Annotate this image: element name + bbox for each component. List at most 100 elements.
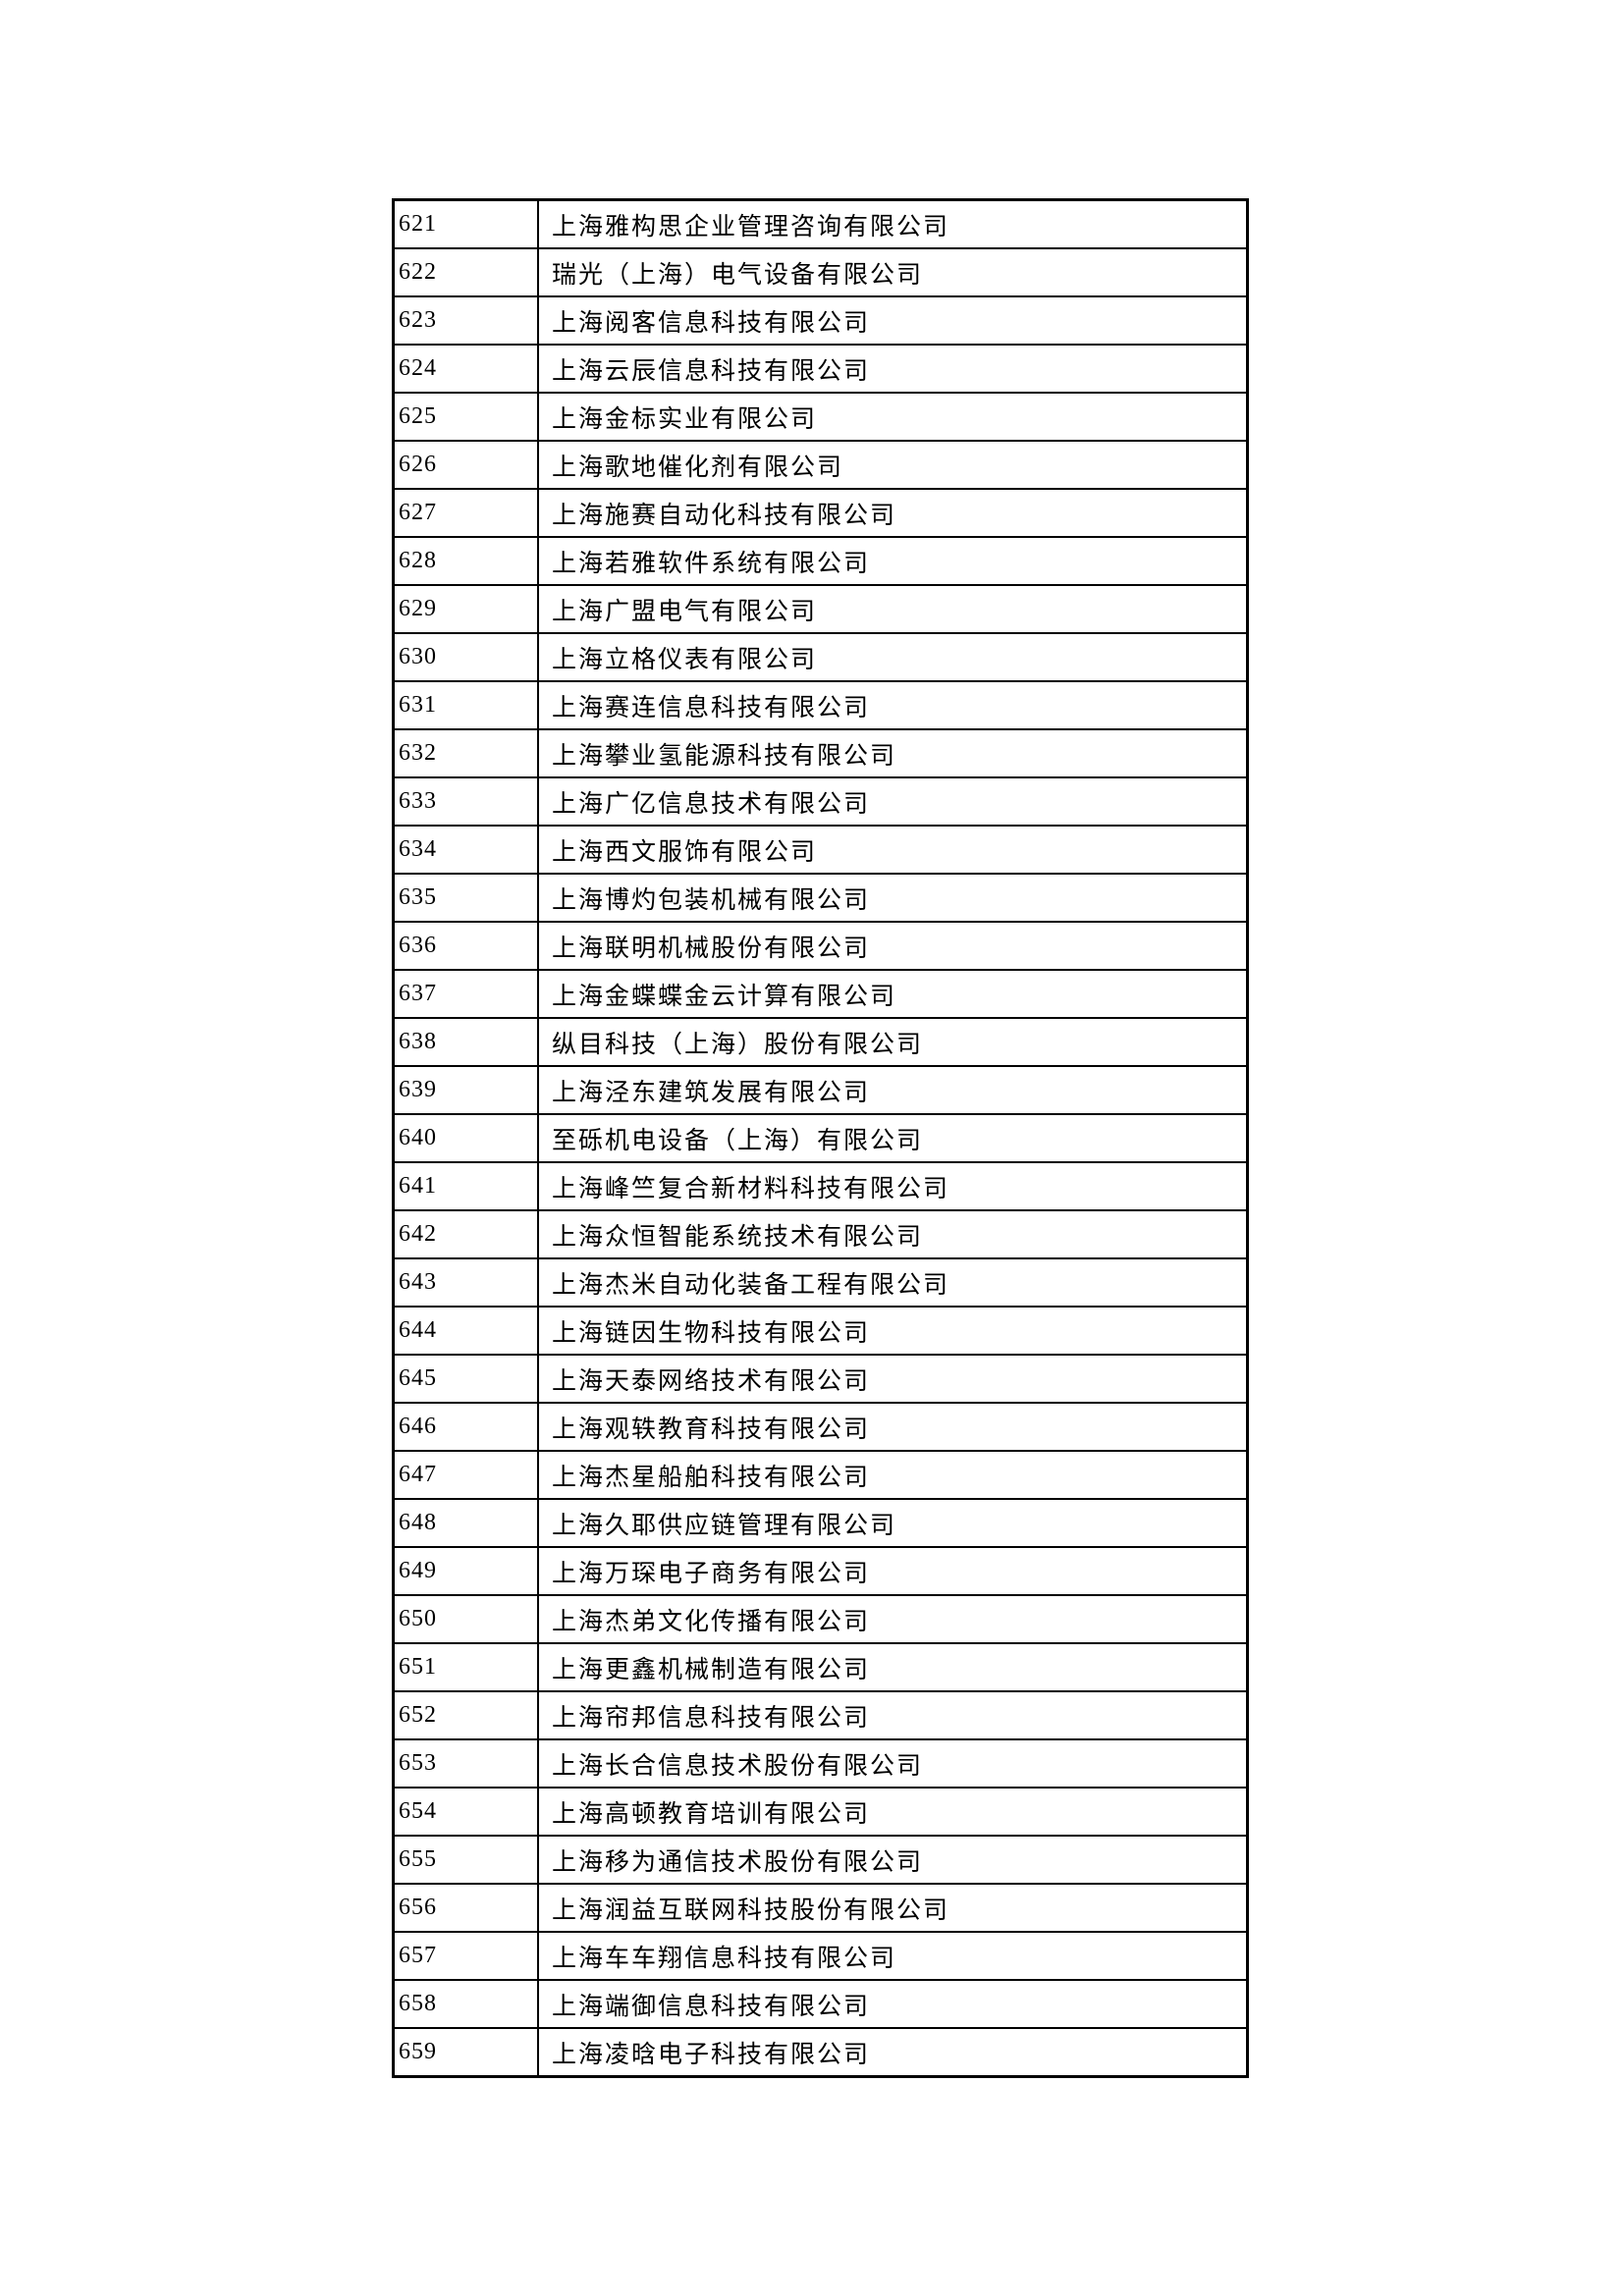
company-name-cell: 上海若雅软件系统有限公司 <box>537 536 1249 586</box>
row-number: 643 <box>399 1269 437 1295</box>
company-name: 上海车车翔信息科技有限公司 <box>552 1945 897 1972</box>
row-number-cell: 625 <box>392 392 539 442</box>
company-name-cell: 上海移为通信技术股份有限公司 <box>537 1835 1249 1885</box>
company-name-cell: 上海峰竺复合新材料科技有限公司 <box>537 1161 1249 1211</box>
row-number-cell: 622 <box>392 247 539 297</box>
row-number-cell: 645 <box>392 1354 539 1404</box>
company-name-cell: 上海广亿信息技术有限公司 <box>537 776 1249 827</box>
table-row: 627 上海施赛自动化科技有限公司 <box>392 488 1249 538</box>
row-number-cell: 642 <box>392 1209 539 1259</box>
company-name: 上海联明机械股份有限公司 <box>552 934 871 962</box>
row-number-cell: 641 <box>392 1161 539 1211</box>
table-row: 641 上海峰竺复合新材料科技有限公司 <box>392 1161 1249 1211</box>
company-name: 上海观轶教育科技有限公司 <box>552 1415 871 1443</box>
row-number-cell: 635 <box>392 873 539 923</box>
row-number: 642 <box>399 1221 437 1247</box>
company-name: 上海广盟电气有限公司 <box>552 598 818 625</box>
company-name: 上海众恒智能系统技术有限公司 <box>552 1223 924 1251</box>
row-number-cell: 637 <box>392 969 539 1019</box>
table-row: 648 上海久耶供应链管理有限公司 <box>392 1498 1249 1548</box>
row-number: 634 <box>399 836 437 862</box>
company-name-cell: 上海天泰网络技术有限公司 <box>537 1354 1249 1404</box>
company-name-cell: 上海更鑫机械制造有限公司 <box>537 1642 1249 1692</box>
row-number: 652 <box>399 1702 437 1728</box>
row-number: 625 <box>399 403 437 429</box>
company-name-cell: 上海施赛自动化科技有限公司 <box>537 488 1249 538</box>
company-name-cell: 上海西文服饰有限公司 <box>537 825 1249 875</box>
table-row: 659 上海凌晗电子科技有限公司 <box>392 2027 1249 2078</box>
row-number-cell: 644 <box>392 1306 539 1356</box>
company-table-body: 621 上海雅构思企业管理咨询有限公司 622 瑞光（上海）电气设备有限公司 6… <box>392 198 1249 2078</box>
table-row: 650 上海杰弟文化传播有限公司 <box>392 1594 1249 1644</box>
table-row: 658 上海端御信息科技有限公司 <box>392 1979 1249 2029</box>
table-row: 644 上海链因生物科技有限公司 <box>392 1306 1249 1356</box>
company-name: 上海链因生物科技有限公司 <box>552 1319 871 1347</box>
table-row: 652 上海帘邦信息科技有限公司 <box>392 1690 1249 1740</box>
row-number: 631 <box>399 692 437 718</box>
company-name-cell: 上海博灼包装机械有限公司 <box>537 873 1249 923</box>
company-name-cell: 上海金标实业有限公司 <box>537 392 1249 442</box>
company-name-cell: 瑞光（上海）电气设备有限公司 <box>537 247 1249 297</box>
table-row: 642 上海众恒智能系统技术有限公司 <box>392 1209 1249 1259</box>
company-name-cell: 上海观轶教育科技有限公司 <box>537 1402 1249 1452</box>
row-number-cell: 634 <box>392 825 539 875</box>
table-row: 636 上海联明机械股份有限公司 <box>392 921 1249 971</box>
company-name: 上海帘邦信息科技有限公司 <box>552 1704 871 1732</box>
company-name: 上海峰竺复合新材料科技有限公司 <box>552 1175 950 1202</box>
company-name: 上海杰星船舶科技有限公司 <box>552 1464 871 1491</box>
row-number-cell: 627 <box>392 488 539 538</box>
row-number-cell: 655 <box>392 1835 539 1885</box>
row-number: 630 <box>399 644 437 669</box>
company-name: 上海若雅软件系统有限公司 <box>552 550 871 577</box>
company-name-cell: 上海长合信息技术股份有限公司 <box>537 1738 1249 1789</box>
table-row: 645 上海天泰网络技术有限公司 <box>392 1354 1249 1404</box>
row-number: 629 <box>399 596 437 621</box>
company-name: 上海立格仪表有限公司 <box>552 646 818 673</box>
table-row: 654 上海高顿教育培训有限公司 <box>392 1787 1249 1837</box>
table-row: 638 纵目科技（上海）股份有限公司 <box>392 1017 1249 1067</box>
company-name-cell: 上海链因生物科技有限公司 <box>537 1306 1249 1356</box>
table-row: 655 上海移为通信技术股份有限公司 <box>392 1835 1249 1885</box>
company-name: 至砾机电设备（上海）有限公司 <box>552 1127 924 1154</box>
row-number: 623 <box>399 307 437 333</box>
row-number: 659 <box>399 2039 437 2064</box>
row-number-cell: 657 <box>392 1931 539 1981</box>
row-number-cell: 658 <box>392 1979 539 2029</box>
company-name: 上海金蝶蝶金云计算有限公司 <box>552 983 897 1010</box>
company-name: 上海更鑫机械制造有限公司 <box>552 1656 871 1683</box>
table-row: 649 上海万琛电子商务有限公司 <box>392 1546 1249 1596</box>
company-name-cell: 上海云辰信息科技有限公司 <box>537 344 1249 394</box>
company-name: 上海万琛电子商务有限公司 <box>552 1560 871 1587</box>
company-name: 上海润益互联网科技股份有限公司 <box>552 1896 950 1924</box>
row-number-cell: 640 <box>392 1113 539 1163</box>
company-name-cell: 上海久耶供应链管理有限公司 <box>537 1498 1249 1548</box>
row-number-cell: 653 <box>392 1738 539 1789</box>
row-number: 651 <box>399 1654 437 1680</box>
company-name: 上海攀业氢能源科技有限公司 <box>552 742 897 770</box>
row-number: 628 <box>399 548 437 573</box>
company-name: 上海移为通信技术股份有限公司 <box>552 1848 924 1876</box>
company-name: 上海歌地催化剂有限公司 <box>552 454 844 481</box>
company-name: 上海金标实业有限公司 <box>552 405 818 433</box>
row-number: 655 <box>399 1846 437 1872</box>
row-number: 638 <box>399 1029 437 1054</box>
company-name: 上海广亿信息技术有限公司 <box>552 790 871 818</box>
company-name: 上海天泰网络技术有限公司 <box>552 1367 871 1395</box>
table-row: 628 上海若雅软件系统有限公司 <box>392 536 1249 586</box>
row-number-cell: 649 <box>392 1546 539 1596</box>
row-number: 624 <box>399 355 437 381</box>
company-name: 上海施赛自动化科技有限公司 <box>552 502 897 529</box>
row-number-cell: 654 <box>392 1787 539 1837</box>
company-name-cell: 上海帘邦信息科技有限公司 <box>537 1690 1249 1740</box>
table-row: 653 上海长合信息技术股份有限公司 <box>392 1738 1249 1789</box>
company-name: 上海云辰信息科技有限公司 <box>552 357 871 385</box>
table-row: 651 上海更鑫机械制造有限公司 <box>392 1642 1249 1692</box>
company-name-cell: 上海凌晗电子科技有限公司 <box>537 2027 1249 2078</box>
company-name-cell: 上海润益互联网科技股份有限公司 <box>537 1883 1249 1933</box>
company-name: 瑞光（上海）电气设备有限公司 <box>552 261 924 289</box>
company-name: 上海杰米自动化装备工程有限公司 <box>552 1271 950 1299</box>
table-row: 635 上海博灼包装机械有限公司 <box>392 873 1249 923</box>
row-number: 654 <box>399 1798 437 1824</box>
table-row: 621 上海雅构思企业管理咨询有限公司 <box>392 198 1249 249</box>
company-name: 上海阅客信息科技有限公司 <box>552 309 871 337</box>
